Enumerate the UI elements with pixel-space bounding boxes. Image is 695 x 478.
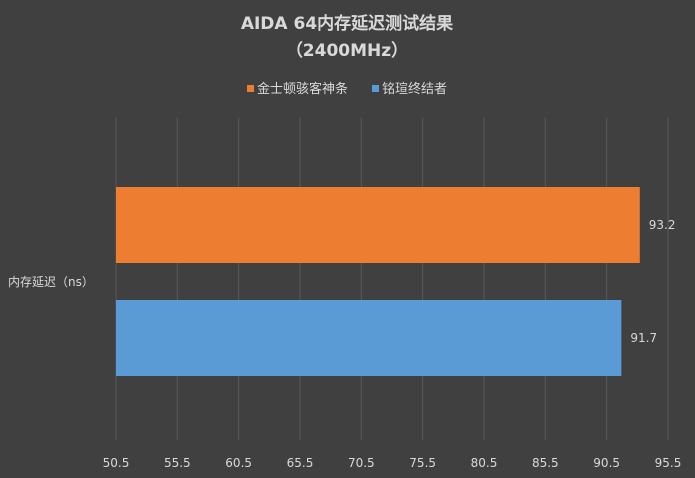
x-tick-label: 55.5 (164, 456, 191, 470)
data-labels: 93.2 91.7 (630, 218, 675, 345)
bar-series-1 (116, 187, 640, 263)
x-tick-label: 60.5 (225, 456, 252, 470)
legend-label-series-1: 金士顿骇客神条 (257, 81, 348, 97)
x-tick-label: 50.5 (103, 456, 130, 470)
chart-title: AIDA 64内存延迟测试结果 (241, 13, 453, 34)
legend-swatch-series-2 (372, 85, 379, 92)
legend-swatch-series-1 (247, 85, 254, 92)
x-tick-label: 70.5 (348, 456, 375, 470)
gridlines (115, 118, 669, 440)
bars (116, 187, 640, 376)
x-tick-label: 65.5 (287, 456, 314, 470)
bar-series-2 (116, 300, 622, 376)
chart-subtitle: （2400MHz） (286, 40, 408, 61)
x-axis-tick-labels: 50.5 55.5 60.5 65.5 70.5 75.5 80.5 85.5 90.5 95.5 (103, 456, 682, 470)
legend-label-series-2: 铭瑄终结者 (382, 81, 447, 97)
data-label-series-2: 91.7 (630, 331, 657, 345)
x-tick-label: 80.5 (471, 456, 498, 470)
category-label: 内存延迟（ns） (8, 275, 94, 289)
x-tick-label: 85.5 (532, 456, 559, 470)
x-tick-label: 90.5 (593, 456, 620, 470)
legend: 金士顿骇客神条 铭瑄终结者 (247, 81, 447, 97)
data-label-series-1: 93.2 (649, 218, 676, 232)
x-tick-label: 75.5 (409, 456, 436, 470)
x-tick-label: 95.5 (655, 456, 682, 470)
